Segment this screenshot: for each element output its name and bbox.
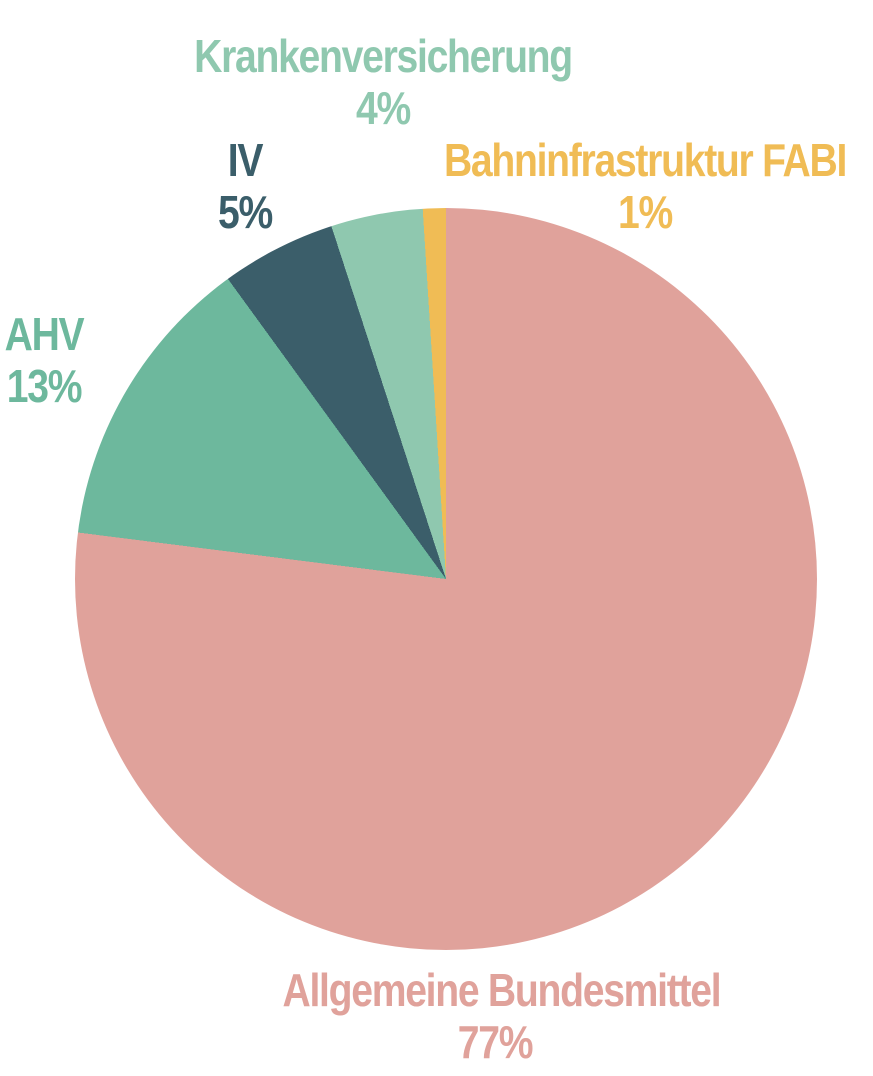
slice-label-ahv: AHV 13%	[0, 308, 172, 412]
slice-name-ahv: AHV	[4, 308, 85, 360]
slice-label-krankenversicherung: Krankenversicherung 4%	[171, 30, 596, 134]
slice-label-iv: IV 5%	[118, 134, 373, 238]
slice-label-bahninfrastruktur-fabi: Bahninfrastruktur FABI 1%	[433, 134, 858, 238]
slice-pct-ahv: 13%	[6, 360, 83, 412]
slice-pct-bahninfrastruktur-fabi: 1%	[618, 186, 673, 238]
slice-label-allgemeine-bundesmittel: Allgemeine Bundesmittel 77%	[282, 964, 722, 1068]
slice-name-bahninfrastruktur-fabi: Bahninfrastruktur FABI	[443, 134, 847, 186]
slice-pct-krankenversicherung: 4%	[356, 82, 411, 134]
slice-name-allgemeine-bundesmittel: Allgemeine Bundesmittel	[282, 964, 722, 1016]
pie-chart	[75, 208, 817, 950]
slice-name-krankenversicherung: Krankenversicherung	[194, 30, 573, 82]
slice-pct-iv: 5%	[218, 186, 273, 238]
slice-name-iv: IV	[227, 134, 264, 186]
slice-pct-allgemeine-bundesmittel: 77%	[457, 1016, 534, 1068]
